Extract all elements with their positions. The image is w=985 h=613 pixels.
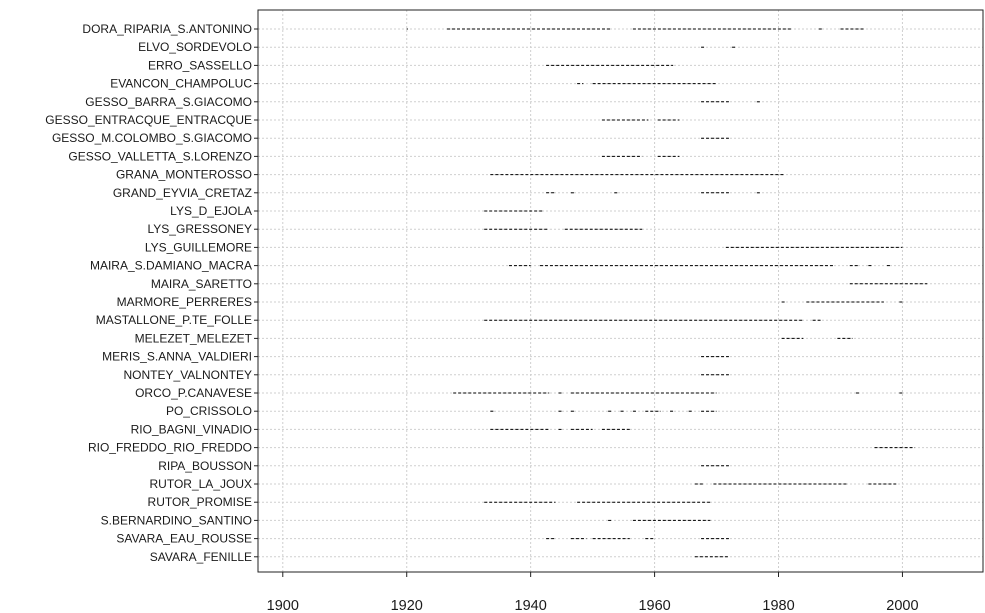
station-label: GESSO_VALLETTA_S.LORENZO [68, 149, 252, 163]
x-tick-label: 1960 [638, 598, 670, 613]
x-tick-label: 1920 [391, 598, 423, 613]
station-label: ORCO_P.CANAVESE [135, 386, 252, 400]
station-label: RUTOR_LA_JOUX [150, 477, 252, 491]
station-label: SAVARA_FENILLE [150, 550, 252, 564]
x-tick-label: 1940 [515, 598, 547, 613]
station-label: SAVARA_EAU_ROUSSE [116, 532, 252, 546]
station-label: GESSO_BARRA_S.GIACOMO [85, 95, 252, 109]
station-label: LYS_D_EJOLA [170, 204, 252, 218]
station-label: LYS_GUILLEMORE [145, 240, 252, 254]
x-tick-label: 1900 [267, 598, 299, 613]
station-labels-layer: DORA_RIPARIA_S.ANTONINO ELVO_SORDEVOLO ERR… [45, 22, 258, 564]
station-label: ELVO_SORDEVOLO [138, 40, 252, 54]
station-label: RIPA_BOUSSON [158, 459, 252, 473]
station-label: GESSO_ENTRACQUE_ENTRACQUE [45, 113, 252, 127]
station-label: PO_CRISSOLO [166, 404, 252, 418]
station-label: DORA_RIPARIA_S.ANTONINO [82, 22, 252, 36]
station-label: ERRO_SASSELLO [148, 58, 252, 72]
station-label: MAIRA_S.DAMIANO_MACRA [90, 259, 252, 273]
station-label: LYS_GRESSONEY [148, 222, 252, 236]
station-label: GESSO_M.COLOMBO_S.GIACOMO [52, 131, 252, 145]
station-label: NONTEY_VALNONTEY [124, 368, 252, 382]
station-label: RUTOR_PROMISE [148, 495, 252, 509]
station-label: GRAND_EYVIA_CRETAZ [113, 186, 252, 200]
x-tick-label: 2000 [886, 598, 918, 613]
station-label: MARMORE_PERRERES [117, 295, 252, 309]
station-label: RIO_BAGNI_VINADIO [131, 422, 252, 436]
station-label: MERIS_S.ANNA_VALDIERI [102, 350, 252, 364]
station-label: MELEZET_MELEZET [135, 331, 253, 345]
plot-frame [257, 9, 984, 573]
station-label: EVANCON_CHAMPOLUC [110, 77, 252, 91]
station-label: GRANA_MONTEROSSO [116, 168, 252, 182]
station-label: MAIRA_SARETTO [151, 277, 252, 291]
x-axis: 1900 1920 1940 1960 1980 2000 [267, 572, 919, 613]
station-label: MASTALLONE_P.TE_FOLLE [96, 313, 252, 327]
station-label: S.BERNARDINO_SANTINO [101, 513, 252, 527]
data-marks-layer [406, 28, 928, 558]
x-tick-label: 1980 [762, 598, 794, 613]
station-label: RIO_FREDDO_RIO_FREDDO [88, 441, 252, 455]
grid-layer [258, 10, 983, 572]
